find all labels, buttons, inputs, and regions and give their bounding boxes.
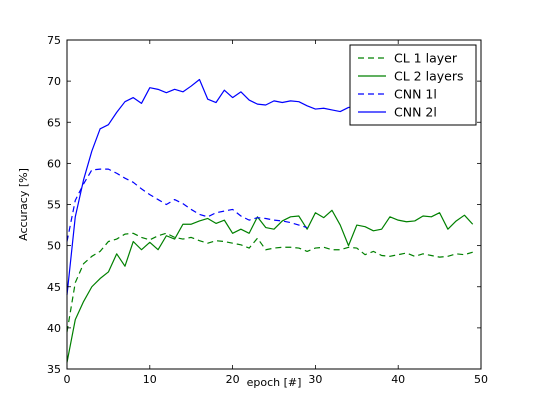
y-tick-label: 35 bbox=[47, 363, 61, 376]
y-tick-label: 70 bbox=[47, 75, 61, 88]
y-tick-label: 45 bbox=[47, 281, 61, 294]
ticks-layer: 0 10 20 30 40 50 35 40 45 50 55 60 65 70 75 bbox=[47, 34, 488, 386]
legend-label: CNN 1l bbox=[394, 87, 437, 102]
x-tick-label: 50 bbox=[474, 373, 488, 386]
series-line-1 bbox=[66, 232, 473, 333]
legend: CL 1 layer CL 2 layers CNN 1l CNN 2l bbox=[349, 44, 477, 126]
x-tick-label: 30 bbox=[308, 373, 322, 386]
series-line-4 bbox=[66, 78, 357, 296]
y-tick-label: 40 bbox=[47, 322, 61, 335]
y-tick-label: 55 bbox=[47, 199, 61, 212]
x-axis-label: epoch [#] bbox=[247, 376, 302, 389]
legend-label: CL 1 layer bbox=[394, 51, 458, 66]
y-tick-label: 50 bbox=[47, 240, 61, 253]
y-tick-label: 60 bbox=[47, 157, 61, 170]
x-tick-label: 40 bbox=[391, 373, 405, 386]
y-tick-label: 65 bbox=[47, 116, 61, 129]
y-axis-label: Accuracy [%] bbox=[17, 168, 30, 241]
series-line-3 bbox=[66, 168, 308, 242]
y-tick-label: 75 bbox=[47, 34, 61, 47]
series-line-2 bbox=[66, 209, 474, 363]
x-tick-label: 20 bbox=[226, 373, 240, 386]
legend-label: CNN 2l bbox=[394, 105, 437, 120]
plot-frame bbox=[66, 39, 482, 370]
x-tick-label: 10 bbox=[143, 373, 157, 386]
legend-label: CL 2 layers bbox=[394, 69, 463, 84]
x-tick-label: 0 bbox=[64, 373, 71, 386]
series-layer bbox=[66, 78, 474, 363]
